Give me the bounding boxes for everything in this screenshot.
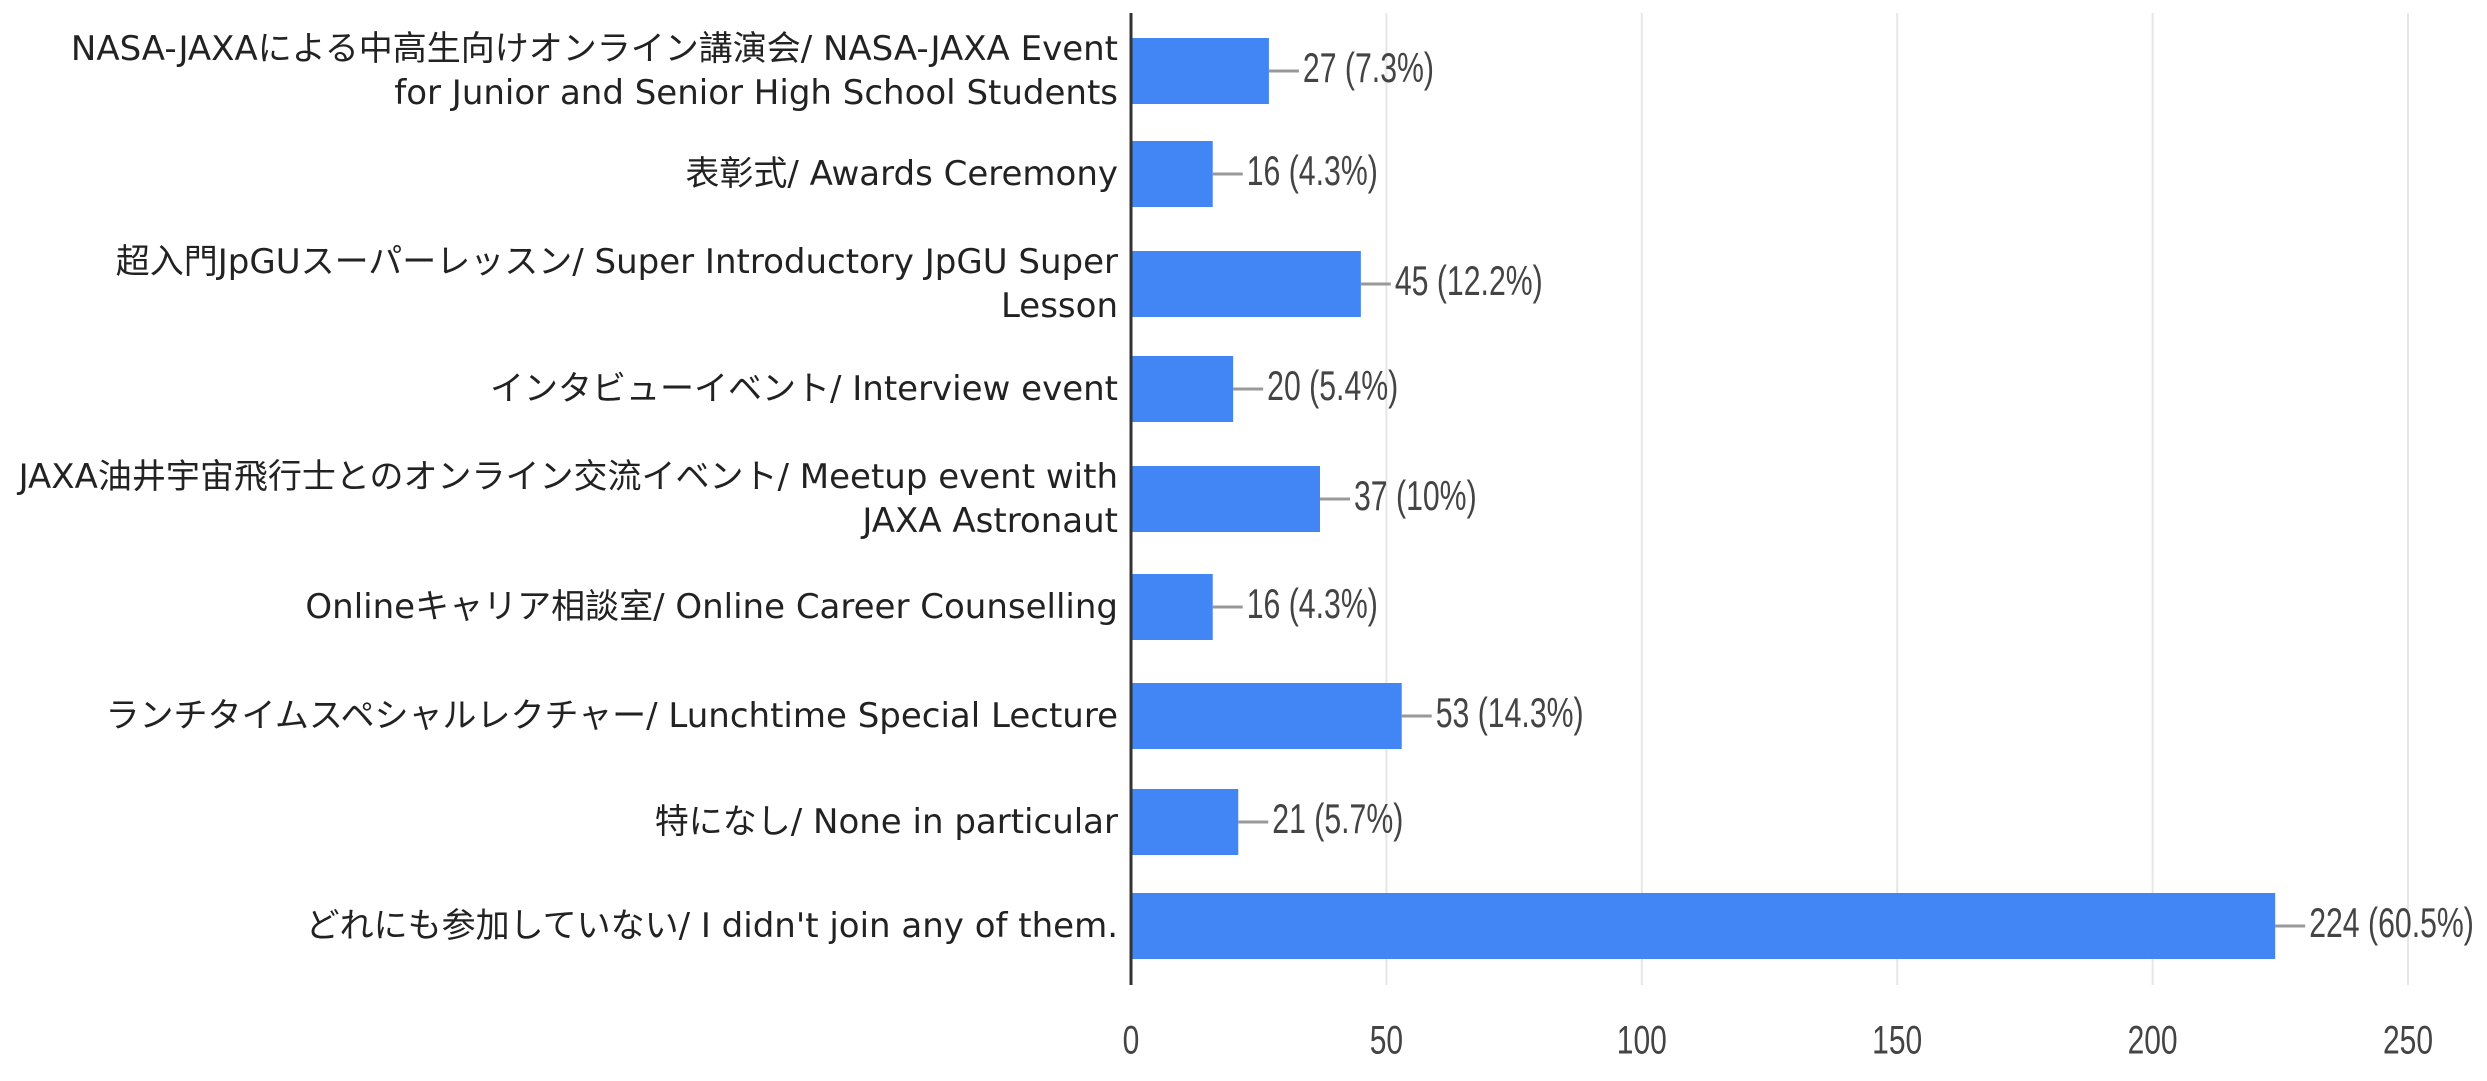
- category-label: NASA-JAXAによる中高生向けオンライン講演会/ NASA-JAXA Eve…: [70, 29, 1118, 113]
- x-tick-label: 150: [1872, 1018, 1922, 1062]
- bar: [1131, 574, 1213, 640]
- category-label: 超入門JpGUスーパーレッスン/ Super Introductory JpGU…: [115, 242, 1118, 326]
- value-label: 45 (12.2%): [1395, 257, 1543, 304]
- category-label: どれにも参加していない/ I didn't join any of them.: [305, 906, 1118, 946]
- bar: [1131, 893, 2276, 959]
- x-tick-label: 0: [1123, 1018, 1140, 1062]
- bar: [1131, 38, 1269, 104]
- value-label: 224 (60.5%): [2309, 899, 2474, 946]
- value-label: 20 (5.4%): [1267, 362, 1398, 409]
- x-tick-label: 50: [1370, 1018, 1403, 1062]
- x-tick-label: 200: [2128, 1018, 2178, 1062]
- bar: [1131, 683, 1402, 749]
- value-label: 37 (10%): [1354, 472, 1477, 519]
- value-label: 16 (4.3%): [1247, 580, 1378, 627]
- category-label: 表彰式/ Awards Ceremony: [685, 154, 1118, 194]
- category-label: JAXA油井宇宙飛行士とのオンライン交流イベント/ Meetup event w…: [18, 457, 1118, 541]
- bar: [1131, 466, 1320, 532]
- x-tick-label: 250: [2383, 1018, 2433, 1062]
- x-tick-label: 100: [1617, 1018, 1667, 1062]
- category-label: ランチタイムスペシャルレクチャー/ Lunchtime Special Lect…: [105, 696, 1118, 736]
- bar: [1131, 141, 1213, 207]
- value-label: 21 (5.7%): [1272, 795, 1403, 842]
- value-label: 16 (4.3%): [1247, 147, 1378, 194]
- bar: [1131, 789, 1239, 855]
- value-label: 27 (7.3%): [1303, 44, 1434, 91]
- category-label: 特になし/ None in particular: [654, 802, 1118, 842]
- bar: [1131, 356, 1234, 422]
- bar: [1131, 251, 1361, 317]
- category-label: Onlineキャリア相談室/ Online Career Counselling: [305, 587, 1118, 627]
- category-label: インタビューイベント/ Interview event: [489, 369, 1118, 409]
- value-label: 53 (14.3%): [1436, 689, 1584, 736]
